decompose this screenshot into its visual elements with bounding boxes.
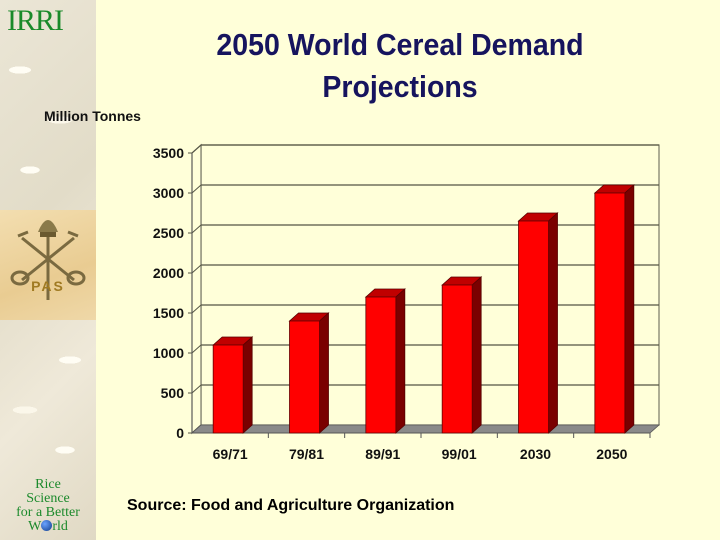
y-tick-label: 1000 <box>153 345 184 361</box>
gridline-depth <box>191 184 202 194</box>
pas-emblem: PAS <box>0 210 96 320</box>
title-line-2: Projections <box>322 69 478 104</box>
world-suffix: rld <box>52 519 68 534</box>
bar <box>594 192 626 434</box>
bar-side <box>395 288 406 434</box>
gridline-depth <box>191 304 202 314</box>
x-tick-label: 89/91 <box>365 446 400 462</box>
bar <box>365 296 397 434</box>
bar <box>289 320 320 434</box>
gridline-depth <box>191 144 202 154</box>
y-axis-label: Million Tonnes <box>44 108 141 124</box>
bar <box>441 284 473 434</box>
papal-keys-icon <box>10 220 86 300</box>
rice-logo-line: Science <box>26 491 70 506</box>
bar <box>212 344 244 434</box>
chart-floor <box>190 424 661 434</box>
y-tick-label: 3000 <box>153 185 184 201</box>
x-tick-label: 99/01 <box>442 446 477 462</box>
y-tick-label: 2500 <box>153 225 184 241</box>
y-tick-label: 0 <box>176 425 184 441</box>
y-tick-label: 2000 <box>153 265 184 281</box>
bar-side <box>548 212 558 434</box>
chart-title: 2050 World Cereal Demand Projections <box>170 24 630 108</box>
y-tick-label: 3500 <box>153 145 184 161</box>
chart-side-wall <box>191 143 202 435</box>
y-tick-label: 1500 <box>153 305 184 321</box>
world-prefix: W <box>28 519 42 534</box>
bar <box>518 220 549 434</box>
irri-logo: IRRI <box>7 4 64 37</box>
globe-icon <box>41 520 53 531</box>
bar-side <box>319 312 329 434</box>
source-note: Source: Food and Agriculture Organizatio… <box>127 497 455 514</box>
chart-back-wall <box>200 144 660 426</box>
pas-label: PAS <box>31 278 65 294</box>
bar-side <box>624 184 635 434</box>
bar-side <box>242 336 253 434</box>
x-tick-label: 69/71 <box>213 446 248 462</box>
rice-logo-line: for a Better <box>16 505 80 520</box>
gridline-depth <box>191 344 202 354</box>
x-tick-label: 79/81 <box>289 446 324 462</box>
gridline-depth <box>191 224 202 234</box>
y-tick-label: 500 <box>161 385 185 401</box>
gridline-depth <box>191 264 202 274</box>
x-tick-label: 2050 <box>596 446 627 462</box>
bar-side <box>471 276 482 434</box>
rice-logo-line: Rice <box>35 477 61 492</box>
title-line-1: 2050 World Cereal Demand <box>216 27 584 62</box>
x-tick-label: 2030 <box>520 446 551 462</box>
gridline-depth <box>191 384 202 394</box>
